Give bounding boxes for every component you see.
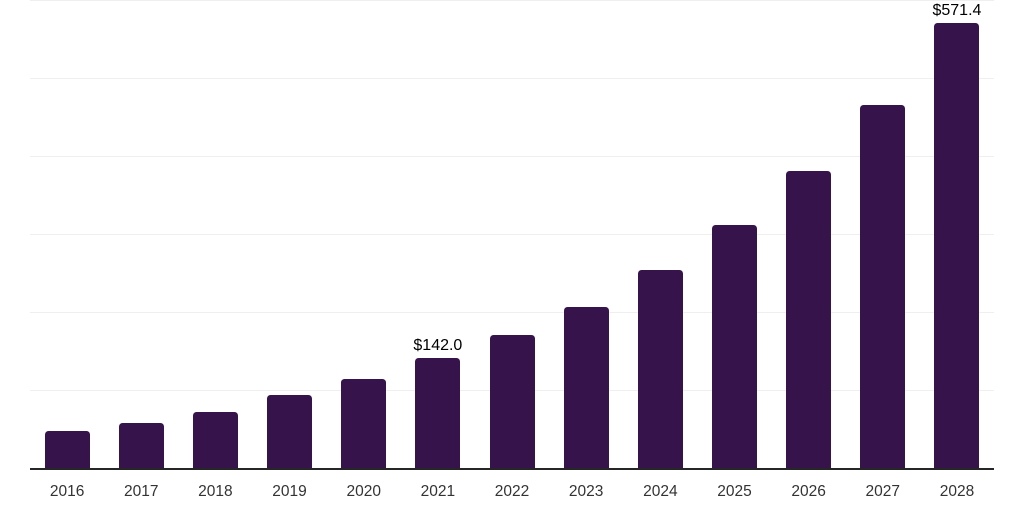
bar-slot-2028: $571.4 bbox=[920, 1, 994, 469]
bars-container: $142.0 $571.4 bbox=[30, 1, 994, 469]
bar-2018[interactable] bbox=[192, 411, 238, 469]
gridline-500 bbox=[30, 78, 994, 79]
x-axis-label-2028: 2028 bbox=[939, 483, 975, 500]
bar-2024[interactable] bbox=[637, 270, 683, 469]
bar-2023[interactable] bbox=[563, 306, 609, 469]
bar-slot-2020 bbox=[327, 1, 401, 469]
gridline-400 bbox=[30, 156, 994, 157]
data-label-2021: $142.0 bbox=[413, 337, 463, 355]
bar-2017[interactable] bbox=[118, 422, 164, 469]
plot-area: $142.0 $571.4 bbox=[30, 0, 994, 469]
bar-slot-2019 bbox=[252, 1, 326, 469]
bar-slot-2017 bbox=[104, 1, 178, 469]
x-axis-labels: 2016 2017 2018 2019 2020 2021 2022 2023 2024 2025… bbox=[30, 482, 994, 501]
gridline-200 bbox=[30, 312, 994, 313]
x-axis-line bbox=[30, 468, 994, 470]
x-axis-label-2022: 2022 bbox=[494, 483, 530, 500]
bar-slot-2023 bbox=[549, 1, 623, 469]
bar-slot-2022 bbox=[475, 1, 549, 469]
x-axis-label-2020: 2020 bbox=[346, 483, 381, 500]
gridline-600 bbox=[30, 0, 994, 1]
bar-slot-2024 bbox=[623, 1, 697, 469]
x-axis-label-2018: 2018 bbox=[198, 483, 233, 500]
x-axis-label-2016: 2016 bbox=[49, 483, 85, 500]
bar-2025[interactable] bbox=[711, 224, 757, 469]
bar-2020[interactable] bbox=[341, 379, 387, 469]
bar-2021[interactable] bbox=[415, 358, 461, 469]
bar-slot-2016 bbox=[30, 1, 104, 469]
bar-2028[interactable] bbox=[934, 23, 980, 469]
x-axis-label-2021: 2021 bbox=[420, 483, 456, 500]
x-axis-label-2027: 2027 bbox=[865, 483, 901, 500]
x-axis-label-2017: 2017 bbox=[123, 483, 159, 500]
bar-2019[interactable] bbox=[267, 394, 313, 469]
bar-slot-2021: $142.0 bbox=[401, 1, 475, 469]
bar-2027[interactable] bbox=[860, 104, 906, 469]
bar-2026[interactable] bbox=[786, 171, 832, 469]
x-axis-label-2024: 2024 bbox=[643, 483, 678, 500]
bar-2016[interactable] bbox=[44, 431, 90, 469]
x-axis-label-2019: 2019 bbox=[272, 483, 307, 500]
gridline-300 bbox=[30, 234, 994, 235]
x-axis-label-2023: 2023 bbox=[568, 483, 604, 500]
bar-slot-2026 bbox=[772, 1, 846, 469]
x-axis-label-2026: 2026 bbox=[791, 483, 826, 500]
data-label-2028: $571.4 bbox=[932, 2, 982, 20]
bar-slot-2018 bbox=[178, 1, 252, 469]
bar-2022[interactable] bbox=[489, 335, 535, 469]
x-axis-label-2025: 2025 bbox=[717, 483, 752, 500]
bar-slot-2025 bbox=[697, 1, 771, 469]
bar-slot-2027 bbox=[846, 1, 920, 469]
